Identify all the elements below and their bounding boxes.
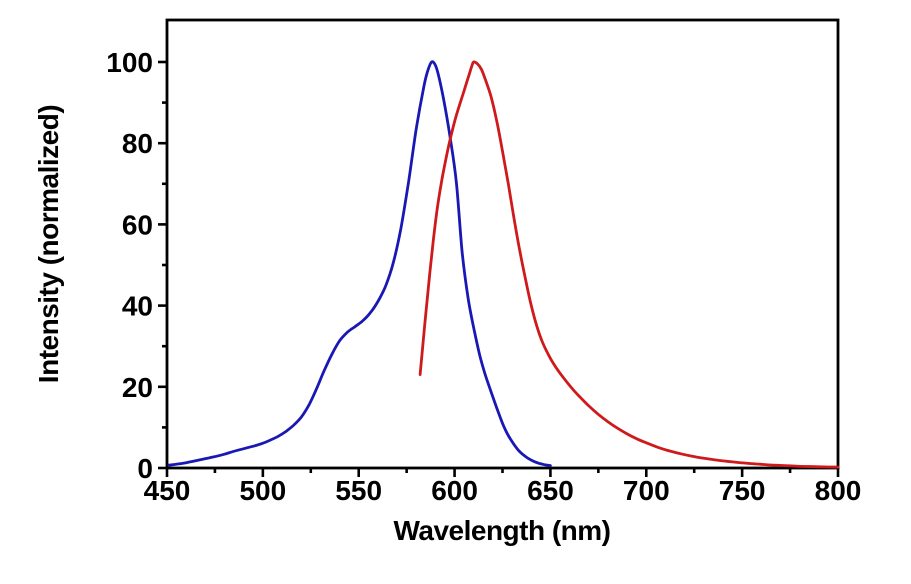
y-tick-label: 20 [122, 372, 153, 403]
red-curve [418, 60, 840, 469]
x-tick-label: 750 [719, 475, 766, 506]
x-tick-label: 650 [527, 475, 574, 506]
y-tick-label: 0 [137, 453, 153, 484]
tick-labels: 450 500 550 600 650 700 750 800 0 20 40 60 80 100 [106, 47, 861, 506]
y-tick-label: 60 [122, 209, 153, 240]
x-tick-label: 700 [623, 475, 670, 506]
x-tick-label: 450 [144, 475, 191, 506]
x-tick-label: 800 [815, 475, 862, 506]
y-tick-label: 100 [106, 47, 153, 78]
x-tick-label: 550 [335, 475, 382, 506]
plot-frame [165, 18, 840, 470]
x-tick-label: 600 [431, 475, 478, 506]
y-axis-title: Intensity (normalized) [33, 105, 64, 383]
curves [167, 60, 840, 469]
x-tick-label: 500 [239, 475, 286, 506]
blue-curve [167, 60, 552, 467]
y-tick-label: 80 [122, 128, 153, 159]
x-axis-title: Wavelength (nm) [393, 515, 610, 546]
y-tick-label: 40 [122, 291, 153, 322]
